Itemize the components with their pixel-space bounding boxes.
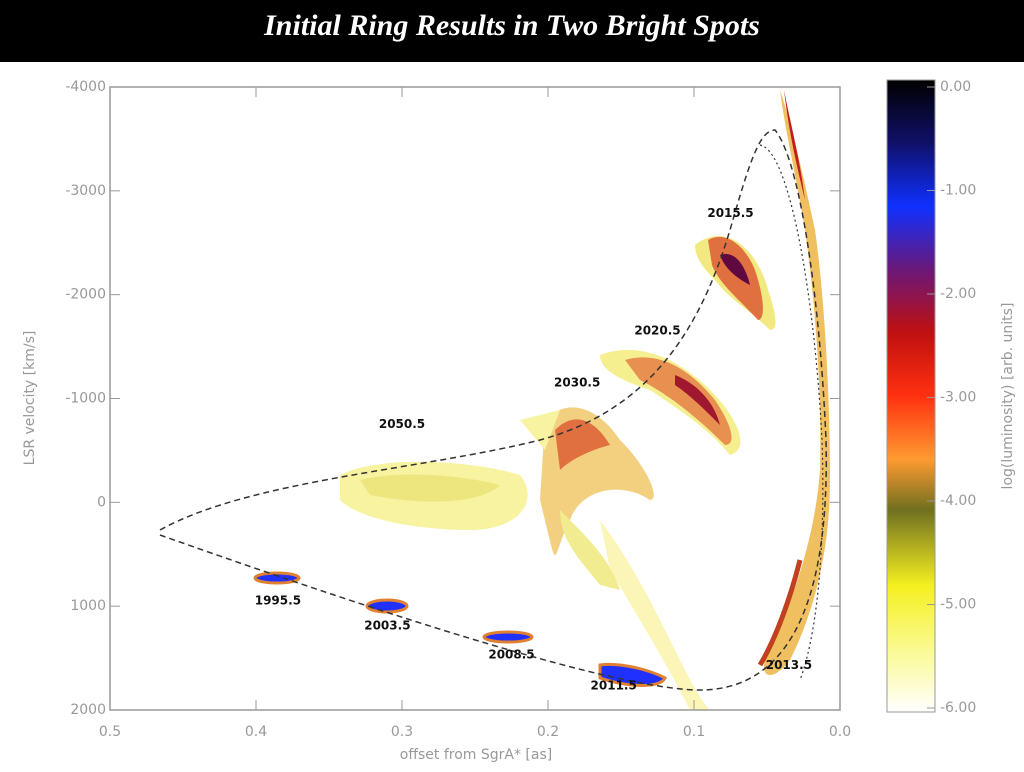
- epoch-label: 2030.5: [554, 375, 600, 389]
- y-tick-label: 2000: [70, 702, 106, 718]
- epoch-label: 2015.5: [707, 206, 753, 220]
- y-tick-label: -2000: [65, 287, 106, 303]
- epoch-label: 2013.5: [766, 658, 812, 672]
- epoch-label: 2050.5: [379, 417, 425, 431]
- x-axis-label: offset from SgrA* [as]: [400, 747, 552, 763]
- epoch-label: 2008.5: [488, 647, 534, 661]
- colorbar-tick-label: -6.00: [940, 700, 976, 716]
- epoch-label: 2003.5: [364, 618, 410, 632]
- y-tick-label: 1000: [70, 598, 106, 614]
- x-tick-label: 0.3: [391, 724, 413, 740]
- colorbar-tick-label: -3.00: [940, 390, 976, 406]
- emission-blobs: [159, 90, 830, 710]
- y-tick-label: -3000: [65, 183, 106, 199]
- x-tick-label: 0.2: [537, 724, 559, 740]
- colorbar-tick-label: 0.00: [940, 79, 971, 95]
- epoch-label: 2011.5: [591, 679, 637, 693]
- colorbar-label: log(luminosity) [arb. units]: [1000, 303, 1016, 490]
- x-tick-label: 0.4: [245, 724, 267, 740]
- y-tick-label: -1000: [65, 391, 106, 407]
- y-tick-label: 0: [97, 494, 106, 510]
- header-bar: [0, 0, 1024, 62]
- colorbar-tick-label: -1.00: [940, 183, 976, 199]
- slide-title: Initial Ring Results in Two Bright Spots: [263, 9, 760, 42]
- x-tick-label: 0.1: [683, 724, 705, 740]
- y-tick-label: -4000: [65, 79, 106, 95]
- colorbar: [886, 79, 936, 713]
- epoch-label: 2020.5: [634, 324, 680, 338]
- epoch-label: 1995.5: [255, 593, 301, 607]
- colorbar-tick-label: -4.00: [940, 493, 976, 509]
- x-tick-label: 0.5: [99, 724, 121, 740]
- colorbar-tick-label: -5.00: [940, 597, 976, 613]
- plot-frame: [109, 86, 841, 711]
- y-axis-label: LSR velocity [km/s]: [22, 331, 38, 466]
- x-tick-label: 0.0: [829, 724, 851, 740]
- colorbar-tick-label: -2.00: [940, 286, 976, 302]
